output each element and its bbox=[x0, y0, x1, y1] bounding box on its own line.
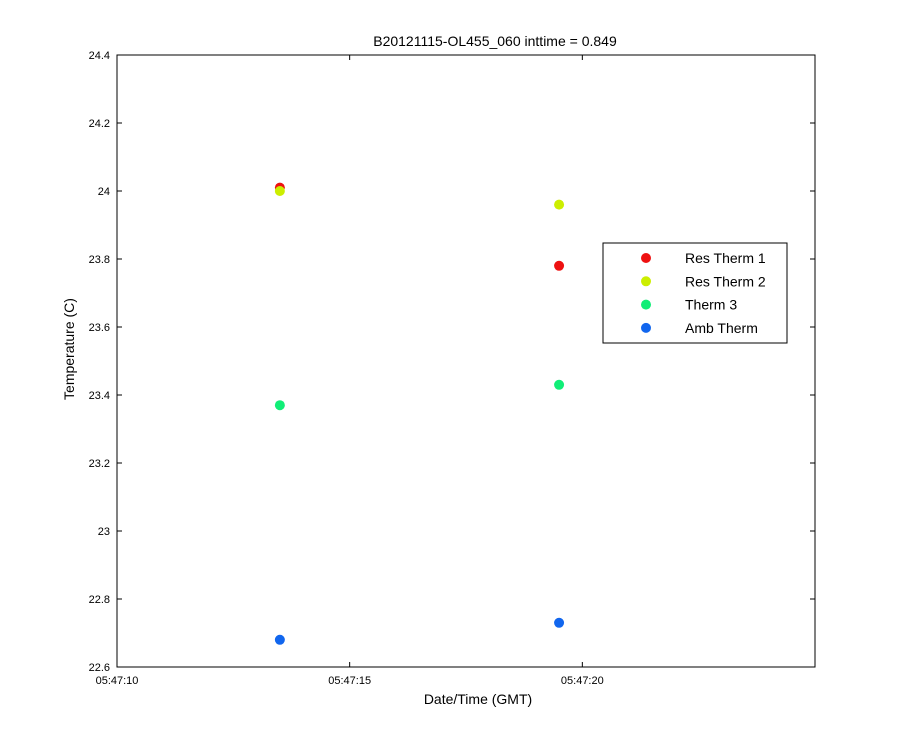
x-axis: 05:47:10 05:47:15 05:47:20 bbox=[96, 55, 604, 687]
data-point-series-2 bbox=[554, 199, 565, 210]
y-axis: 22.6 22.8 23 23.2 23.4 23.6 23.8 24 24.2 24.4 bbox=[89, 50, 815, 674]
legend-box bbox=[602, 242, 788, 344]
legend-label: Therm 3 bbox=[685, 297, 737, 313]
y-tick-label: 22.6 bbox=[89, 662, 110, 674]
data-points bbox=[274, 182, 565, 645]
data-point-series-4 bbox=[554, 617, 565, 628]
legend: Res Therm 1 Res Therm 2 Therm 3 Amb Therm bbox=[602, 242, 788, 344]
legend-label: Res Therm 2 bbox=[685, 273, 766, 289]
y-tick-label: 23.2 bbox=[89, 458, 110, 470]
y-tick-label: 23.6 bbox=[89, 322, 110, 334]
legend-label: Res Therm 1 bbox=[685, 250, 766, 266]
y-tick-label: 24.4 bbox=[89, 50, 110, 62]
y-tick-label: 22.8 bbox=[89, 594, 110, 606]
y-tick-label: 23 bbox=[98, 526, 110, 538]
x-tick-label: 05:47:20 bbox=[561, 675, 604, 687]
y-tick-label: 24 bbox=[98, 186, 110, 198]
legend-marker bbox=[641, 322, 651, 333]
y-tick-label: 24.2 bbox=[89, 118, 110, 130]
data-point-series-4 bbox=[274, 634, 285, 645]
legend-label: Amb Therm bbox=[685, 320, 758, 336]
x-tick-label: 05:47:15 bbox=[328, 675, 371, 687]
plot-area bbox=[116, 54, 816, 668]
data-point-series-3 bbox=[554, 379, 565, 390]
legend-marker bbox=[641, 276, 651, 287]
data-point-series-2 bbox=[274, 186, 285, 196]
chart-title: B20121115-OL455_060 inttime = 0.849 bbox=[373, 33, 617, 49]
x-axis-title: Date/Time (GMT) bbox=[424, 691, 532, 707]
legend-marker bbox=[641, 253, 651, 263]
data-point-series-1 bbox=[554, 260, 565, 271]
x-tick-label: 05:47:10 bbox=[96, 675, 139, 687]
y-tick-label: 23.4 bbox=[89, 390, 110, 402]
y-axis-title: Temperature (C) bbox=[61, 298, 77, 400]
legend-marker bbox=[641, 299, 651, 310]
y-tick-label: 23.8 bbox=[89, 254, 110, 266]
data-point-series-3 bbox=[274, 400, 285, 411]
